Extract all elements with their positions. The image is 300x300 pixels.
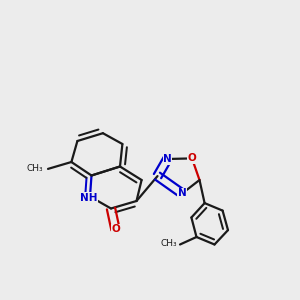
- Text: O: O: [112, 224, 121, 235]
- Text: N: N: [163, 154, 172, 164]
- Text: CH₃: CH₃: [27, 164, 44, 173]
- Text: CH₃: CH₃: [160, 238, 177, 247]
- Text: O: O: [188, 153, 196, 164]
- Text: NH: NH: [80, 193, 97, 203]
- Text: N: N: [178, 188, 187, 199]
